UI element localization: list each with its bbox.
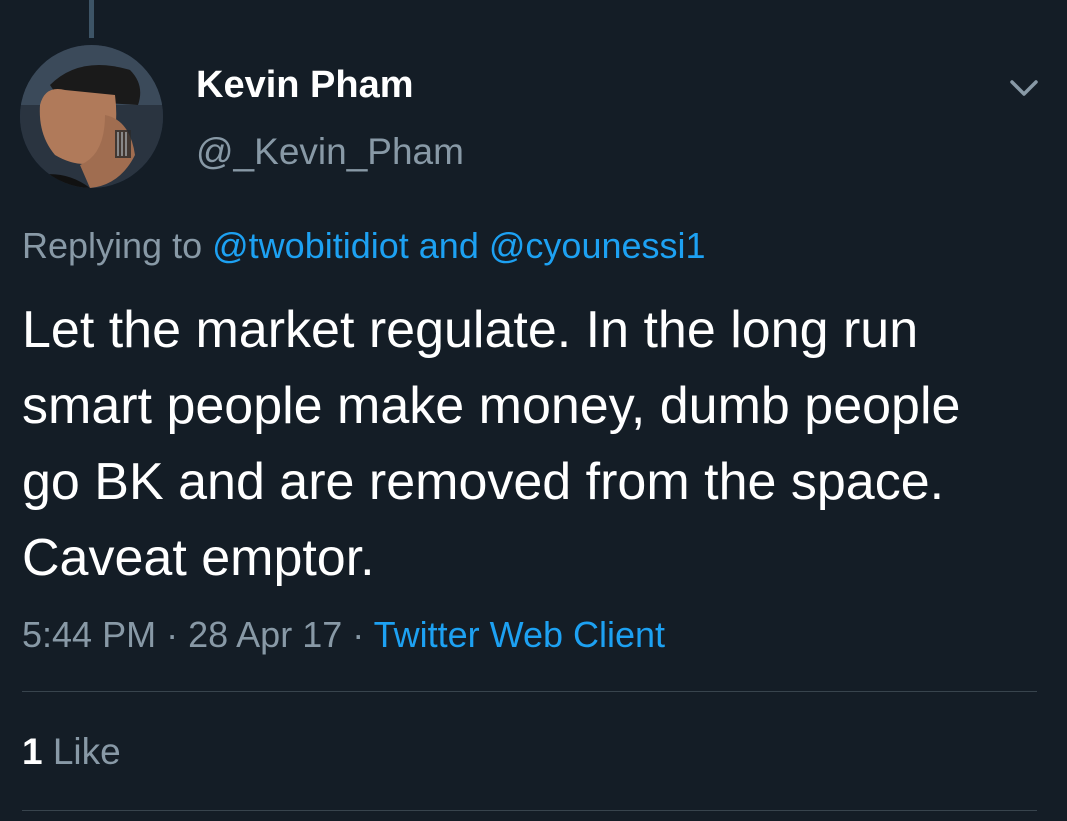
- likes-stat[interactable]: 1 Like: [22, 731, 121, 773]
- meta-separator: ·: [166, 614, 179, 655]
- tweet-client-link[interactable]: Twitter Web Client: [373, 614, 666, 655]
- avatar-image: [20, 45, 163, 188]
- mention-link-twobitidiot[interactable]: @twobitidiot: [212, 225, 409, 266]
- tweet-date[interactable]: 28 Apr 17: [188, 614, 343, 655]
- divider: [22, 810, 1037, 811]
- chevron-down-icon[interactable]: [1002, 68, 1046, 108]
- replying-to-label: Replying to: [22, 225, 203, 266]
- author-handle[interactable]: @_Kevin_Pham: [196, 131, 464, 172]
- like-label: Like: [52, 731, 121, 772]
- tweet-time[interactable]: 5:44 PM: [22, 614, 157, 655]
- like-count: 1: [22, 731, 43, 772]
- author-display-name[interactable]: Kevin Pham: [196, 64, 414, 106]
- replying-connector[interactable]: and: [418, 225, 479, 266]
- avatar[interactable]: [20, 45, 163, 188]
- tweet-text: Let the market regulate. In the long run…: [22, 301, 961, 587]
- divider: [22, 691, 1037, 692]
- replying-to-line: Replying to @twobitidiot and @cyounessi1: [22, 225, 706, 267]
- tweet-meta: 5:44 PM · 28 Apr 17 · Twitter Web Client: [22, 614, 665, 656]
- thread-connector-line: [89, 0, 94, 38]
- meta-separator: ·: [352, 614, 365, 655]
- mention-link-cyounessi1[interactable]: @cyounessi1: [488, 225, 706, 266]
